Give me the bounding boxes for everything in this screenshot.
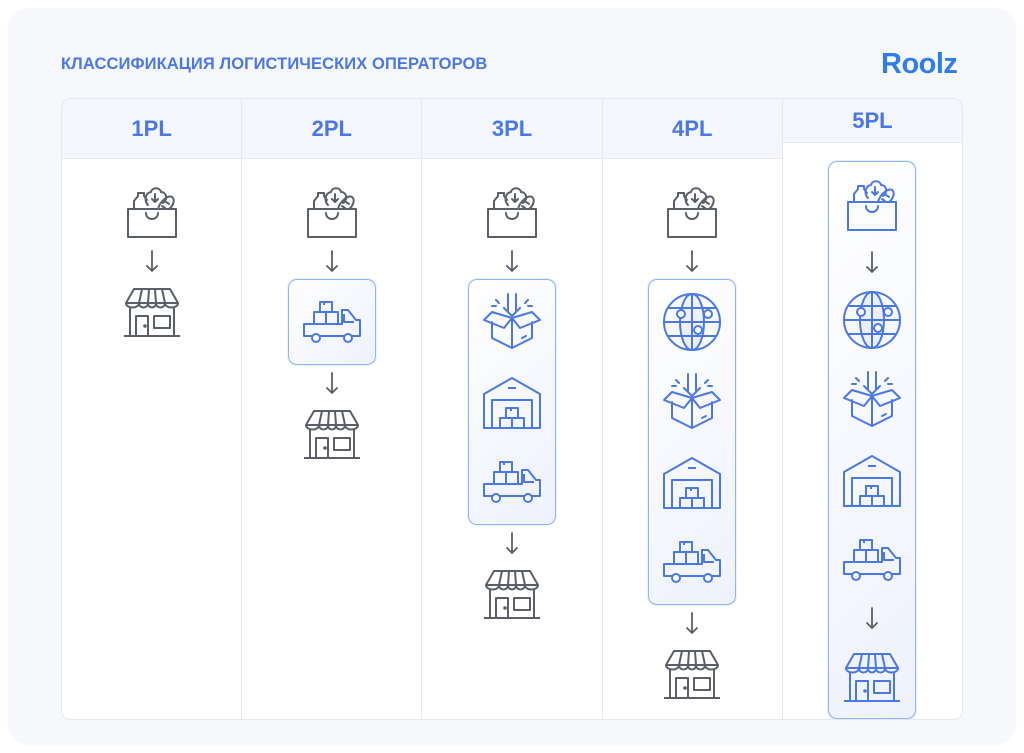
goods-icon [300, 179, 364, 243]
goods-icon [120, 179, 184, 243]
column-2pl: 2PL [242, 99, 423, 719]
receiving-box-icon [840, 368, 904, 432]
flow-arrow-icon [322, 365, 342, 401]
truck-icon [300, 290, 364, 354]
column-header: 5PL [782, 99, 962, 143]
flow-arrow-icon [322, 243, 342, 279]
column-header: 3PL [422, 99, 602, 159]
page-title: КЛАССИФИКАЦИЯ ЛОГИСТИЧЕСКИХ ОПЕРАТОРОВ [61, 55, 488, 73]
flow-arrow-icon [682, 243, 702, 279]
chain [828, 143, 917, 719]
goods-icon [840, 172, 904, 236]
column-5pl: 5PL [782, 99, 962, 719]
operator-scope-highlight [828, 161, 917, 719]
flow-arrow-icon [142, 243, 162, 279]
truck-icon [840, 528, 904, 592]
truck-icon [660, 530, 724, 594]
warehouse-icon [840, 448, 904, 512]
globe-network-icon [840, 288, 904, 352]
warehouse-icon [480, 370, 544, 434]
goods-icon [480, 179, 544, 243]
chain [120, 159, 184, 343]
column-header: 2PL [242, 99, 422, 159]
warehouse-icon [660, 450, 724, 514]
operator-scope-highlight [287, 279, 376, 365]
column-3pl: 3PL [422, 99, 603, 719]
operator-scope-highlight [468, 279, 556, 525]
chain [468, 159, 556, 625]
flow-arrow-icon [502, 525, 522, 561]
store-icon [660, 641, 724, 705]
column-4pl: 4PL [602, 99, 783, 719]
roolz-logo: Roolz [881, 48, 958, 80]
column-1pl: 1PL [62, 99, 243, 719]
truck-icon [480, 450, 544, 514]
flow-arrow-icon [682, 605, 702, 641]
chain [648, 159, 737, 705]
goods-icon [660, 179, 724, 243]
chain [287, 159, 376, 465]
flow-arrow-icon [862, 600, 882, 636]
store-icon [840, 644, 904, 708]
receiving-box-icon [660, 370, 724, 434]
flow-arrow-icon [862, 244, 882, 280]
column-header: 4PL [602, 99, 782, 159]
column-header: 1PL [62, 99, 242, 159]
store-icon [480, 561, 544, 625]
receiving-box-icon [480, 290, 544, 354]
store-icon [300, 401, 364, 465]
globe-network-icon [660, 290, 724, 354]
store-icon [120, 279, 184, 343]
classification-table: 1PL 2PL 3PL 4PL 5PL [61, 98, 963, 720]
operator-scope-highlight [648, 279, 737, 605]
flow-arrow-icon [502, 243, 522, 279]
